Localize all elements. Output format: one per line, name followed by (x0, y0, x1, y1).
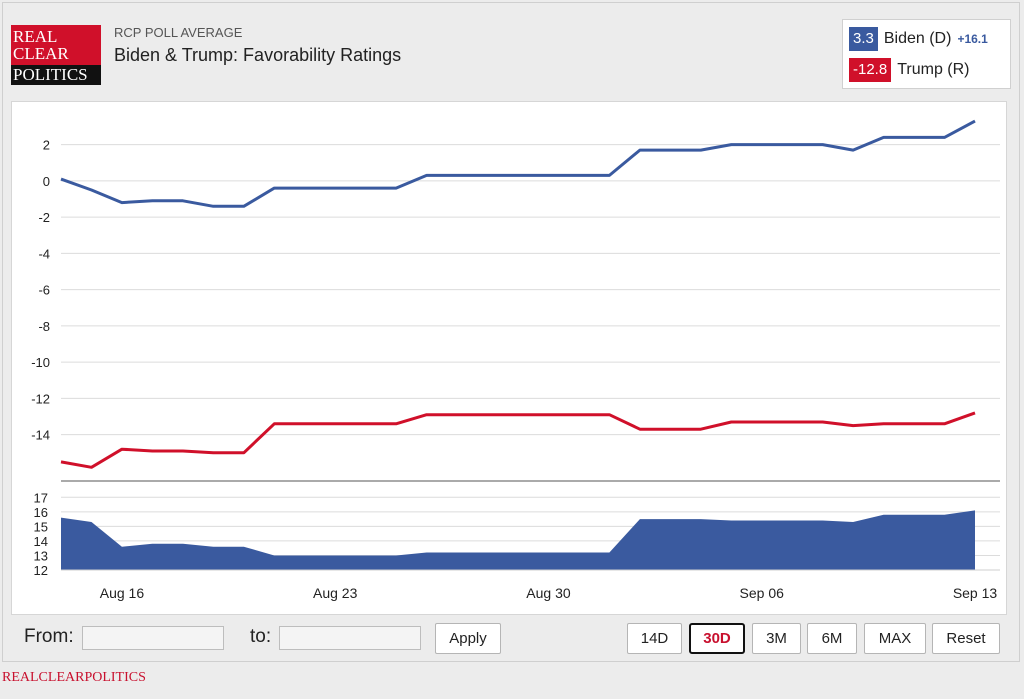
range-button-14d[interactable]: 14D (627, 623, 682, 654)
logo-black-block (11, 65, 101, 85)
legend-item-biden[interactable]: 3.3 Biden (D) +16.1 (849, 27, 988, 51)
reset-button[interactable]: Reset (932, 623, 1000, 654)
range-button-max[interactable]: MAX (864, 623, 926, 654)
legend: 3.3 Biden (D) +16.1 -12.8 Trump (R) (842, 19, 1011, 89)
to-date-input[interactable] (279, 626, 421, 650)
rcp-logo[interactable]: REAL CLEAR POLITICS (11, 25, 101, 85)
spread-y-tick-label: 14 (34, 534, 48, 549)
range-button-6m[interactable]: 6M (807, 623, 857, 654)
spread-y-tick-label: 15 (34, 519, 48, 534)
legend-value-trump: -12.8 (849, 58, 892, 82)
chart-panel: 2 0 -2 -4 -6 -8 -10 -12 -14 17 16 15 14 13 12 Aug 16 Aug… (11, 101, 1007, 615)
y-tick-label: 2 (43, 138, 50, 153)
logo-line-1: REAL (13, 27, 58, 46)
spread-y-tick-label: 13 (34, 548, 48, 563)
logo-line-3: POLITICS (13, 65, 88, 84)
legend-item-trump[interactable]: -12.8 Trump (R) (849, 58, 970, 82)
legend-spread-biden: +16.1 (957, 32, 988, 46)
from-date-input[interactable] (82, 626, 224, 650)
legend-name-biden: Biden (D) (883, 30, 952, 47)
x-tick-label: Sep 13 (953, 585, 998, 601)
to-label: to: (250, 626, 272, 647)
apply-button[interactable]: Apply (435, 623, 501, 654)
y-tick-label: -2 (38, 210, 50, 225)
x-tick-label: Aug 16 (100, 585, 145, 601)
x-tick-label: Aug 23 (313, 585, 358, 601)
page-title: Biden & Trump: Favorability Ratings (114, 45, 402, 65)
series-line-trump (60, 411, 976, 469)
series-line-biden (60, 119, 976, 208)
from-label: From: (24, 626, 74, 647)
y-tick-label: 0 (43, 174, 50, 189)
controls-bar: From: to: Apply 14D 30D 3M 6M MAX Reset (11, 617, 1007, 661)
y-tick-label: -8 (38, 319, 50, 334)
logo-line-2: CLEAR (13, 44, 69, 63)
logo-red-block (11, 25, 101, 65)
y-tick-label: -10 (31, 355, 50, 370)
footer-brand[interactable]: REALCLEARPOLITICS (2, 670, 146, 685)
legend-name-trump: Trump (R) (897, 61, 970, 78)
y-tick-label: -4 (38, 246, 50, 261)
legend-value-biden: 3.3 (849, 27, 878, 51)
spread-y-tick-label: 17 (34, 490, 48, 505)
header-kicker: RCP POLL AVERAGE (114, 25, 243, 40)
y-tick-label: -12 (31, 391, 50, 406)
y-tick-label: -6 (38, 283, 50, 298)
x-tick-label: Aug 30 (526, 585, 571, 601)
spread-area (61, 510, 975, 570)
y-tick-label: -14 (31, 428, 50, 443)
range-button-3m[interactable]: 3M (752, 623, 801, 654)
spread-y-tick-label: 12 (34, 563, 48, 578)
spread-y-tick-label: 16 (34, 505, 48, 520)
x-tick-label: Sep 06 (740, 585, 785, 601)
range-button-30d[interactable]: 30D (689, 623, 745, 654)
